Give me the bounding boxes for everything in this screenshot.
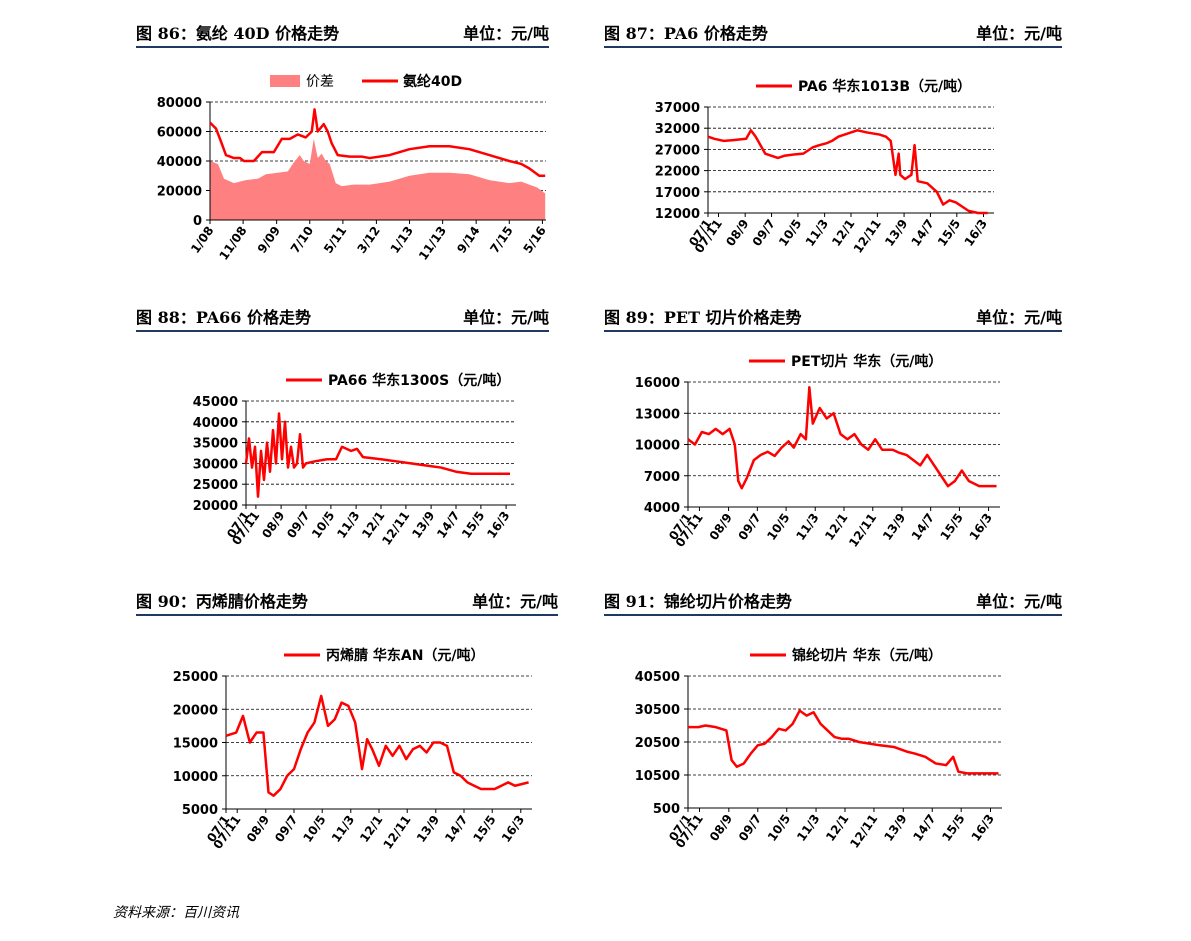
x-tick-label: 11/3: [794, 812, 822, 844]
y-tick-label: 10000: [173, 770, 218, 785]
y-tick-label: 30000: [193, 457, 238, 472]
y-tick-label: 35000: [193, 437, 238, 452]
series-line: [209, 108, 546, 177]
y-tick-label: 40000: [157, 155, 202, 170]
x-tick-label: 12/11: [847, 812, 880, 851]
x-tick-label: 08/9: [707, 812, 735, 844]
y-tick-label: 22000: [655, 165, 700, 180]
figure-88-header: 图 88：PA66 价格走势 单位：元/吨: [136, 298, 549, 332]
x-tick-label: 09/7: [736, 812, 764, 844]
y-tick-label: 25000: [173, 670, 218, 685]
figure-91-unit: 单位：元/吨: [976, 592, 1062, 611]
y-tick-label: 500: [653, 802, 680, 817]
figure-87-unit: 单位：元/吨: [976, 24, 1062, 43]
source-note: 资料来源：百川资讯: [113, 905, 239, 921]
figure-87-title: 图 87：PA6 价格走势: [604, 24, 768, 43]
figure-87-header: 图 87：PA6 价格走势 单位：元/吨: [604, 14, 1062, 48]
y-tick-label: 20000: [193, 499, 238, 514]
series-line: [687, 385, 997, 490]
figure-86-header: 图 86：氨纶 40D 价格走势 单位：元/吨: [136, 14, 549, 48]
figure-91-header: 图 91：锦纶切片价格走势 单位：元/吨: [604, 582, 1062, 616]
y-tick-label: 4000: [644, 501, 680, 516]
legend-label: PA6 华东1013B（元/吨）: [798, 78, 971, 95]
y-tick-label: 40500: [635, 670, 680, 685]
series-line: [244, 412, 510, 498]
y-tick-label: 27000: [655, 143, 700, 158]
figure-88-unit: 单位：元/吨: [463, 308, 549, 327]
y-tick-label: 10500: [635, 769, 680, 784]
legend-label: 锦纶切片 华东（元/吨）: [792, 647, 942, 664]
series-line: [225, 694, 529, 797]
spread-area: [210, 138, 546, 220]
figure-86-title: 图 86：氨纶 40D 价格走势: [136, 24, 340, 43]
legend-label: PA66 华东1300S（元/吨）: [328, 372, 510, 389]
figure-90-header: 图 90：丙烯腈价格走势 单位：元/吨: [136, 582, 558, 616]
figure-88-title: 图 88：PA66 价格走势: [136, 308, 311, 327]
y-tick-label: 20500: [635, 736, 680, 751]
figure-91-title: 图 91：锦纶切片价格走势: [604, 592, 792, 611]
y-tick-label: 17000: [655, 186, 700, 201]
y-tick-label: 25000: [193, 478, 238, 493]
figure-89-header: 图 89：PET 切片价格走势 单位：元/吨: [604, 298, 1062, 332]
y-tick-label: 37000: [655, 101, 700, 116]
y-tick-label: 0: [193, 214, 202, 229]
legend-label-spread: 价差: [306, 74, 334, 90]
y-tick-label: 13000: [635, 407, 680, 422]
series-line: [707, 129, 988, 215]
y-tick-label: 60000: [157, 126, 202, 141]
y-tick-label: 40000: [193, 416, 238, 431]
series-line: [688, 709, 999, 775]
y-tick-label: 5000: [182, 803, 218, 818]
x-tick-label: 12/1: [823, 812, 851, 844]
figure-89-title: 图 89：PET 切片价格走势: [604, 308, 802, 327]
y-tick-label: 20000: [173, 703, 218, 718]
figure-90-title: 图 90：丙烯腈价格走势: [136, 592, 308, 611]
x-tick-label: 15/5: [939, 812, 967, 844]
y-tick-label: 30500: [635, 703, 680, 718]
x-tick-label: 13/9: [881, 812, 909, 844]
y-tick-label: 12000: [655, 207, 700, 222]
legend-label: 丙烯腈 华东AN（元/吨）: [326, 647, 485, 664]
y-tick-label: 32000: [655, 122, 700, 137]
legend-label-spandex: 氨纶40D: [403, 73, 462, 90]
x-tick-label: 16/3: [969, 812, 997, 844]
y-tick-label: 15000: [173, 737, 218, 752]
y-tick-label: 7000: [644, 470, 680, 485]
y-tick-label: 80000: [157, 96, 202, 111]
y-tick-label: 10000: [635, 439, 680, 454]
x-tick-label: 14/7: [910, 812, 938, 844]
figure-86-unit: 单位：元/吨: [463, 24, 549, 43]
legend-swatch-spread: [270, 75, 300, 87]
figure-89-unit: 单位：元/吨: [976, 308, 1062, 327]
y-tick-label: 45000: [193, 395, 238, 410]
legend-label: PET切片 华东（元/吨）: [791, 353, 942, 370]
figure-90-unit: 单位：元/吨: [472, 592, 558, 611]
y-tick-label: 20000: [157, 185, 202, 200]
x-tick-label: 10/5: [765, 812, 793, 844]
y-tick-label: 16000: [635, 376, 680, 391]
